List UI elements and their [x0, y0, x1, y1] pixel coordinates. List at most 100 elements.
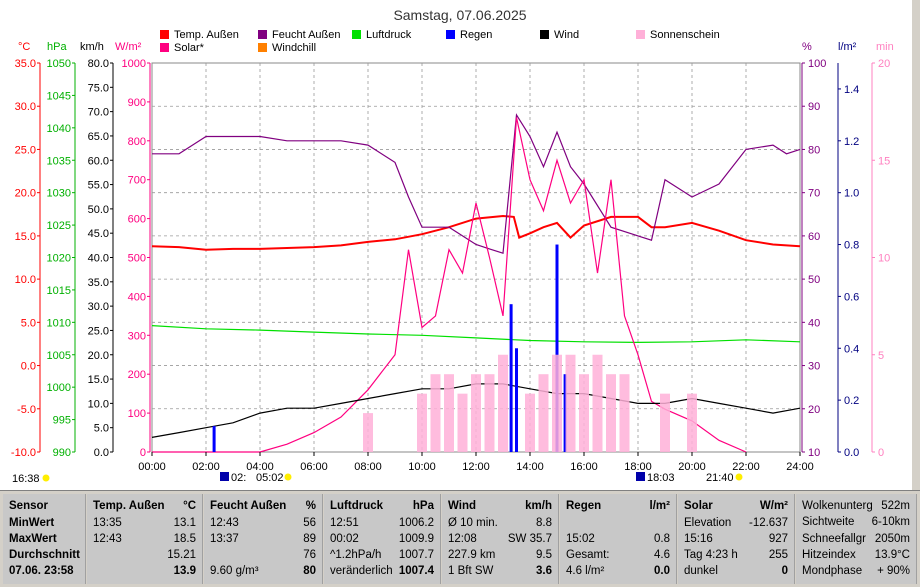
bar-sonnenschein [687, 393, 697, 452]
axis-sun-tick-label: 15 [878, 155, 890, 167]
axis-wind-tick-label: 55.0 [88, 180, 109, 192]
pressure-title: Luftdruck [330, 500, 384, 512]
right-axes: 1009080706050403020101.41.21.00.80.60.40… [801, 58, 890, 459]
axis-head-pressure: hPa [47, 41, 67, 53]
x-tick-label: 08:00 [354, 461, 382, 473]
cloudbase-label: Wolkenunterg [802, 500, 873, 512]
axis-temp-tick-label: 5.0 [21, 317, 36, 329]
legend-label: Sonnenschein [650, 29, 720, 41]
pressure-max-value: 1009.9 [398, 533, 434, 545]
axis-rain-tick-label: 0.2 [844, 395, 859, 407]
bar-sonnenschein [619, 374, 630, 452]
solar-max-value: 927 [768, 533, 788, 545]
rain-max-time: 15:02 [566, 533, 595, 545]
axis-headers: °C hPa km/h W/m²% l/m² min [18, 41, 894, 53]
axis-temp-tick-label: -5.0 [17, 404, 36, 416]
bar-sonnenschein [606, 374, 616, 452]
axis-temp-tick-label: 30.0 [15, 101, 36, 113]
pressure-trend: ^1.2hPa/h [330, 549, 382, 561]
axis-humidity-tick-label: 40 [808, 317, 820, 329]
x-tick-label: 22:00 [732, 461, 760, 473]
axis-rain-tick-label: 1.0 [844, 188, 859, 200]
series-line-solar [152, 117, 747, 453]
moonphase-label: Mondphase [802, 565, 863, 577]
legend-label: Temp. Außen [174, 29, 239, 41]
wind-avg-label: Ø 10 min. [448, 517, 498, 529]
legend-swatch [540, 30, 549, 39]
axis-temp-tick-label: 0.0 [21, 361, 36, 373]
axis-pressure-tick-label: 1025 [47, 220, 71, 232]
rain-max-value: 0.8 [654, 533, 670, 545]
legend-label: Luftdruck [366, 29, 412, 41]
temp-avg-value: 15.21 [167, 549, 196, 561]
x-tick-label: 16:00 [570, 461, 598, 473]
solar-avg-value: 255 [768, 549, 788, 561]
solar-title: Solar [684, 500, 713, 512]
marker-left-sun [42, 474, 50, 482]
pressure-min-value: 1006.2 [398, 517, 434, 529]
temp-max-value: 18.5 [173, 533, 196, 545]
axis-pressure-tick-label: 1040 [47, 123, 71, 135]
temp-max-time: 12:43 [93, 533, 122, 545]
rain-unit: l/m² [649, 500, 670, 512]
wind-max-value: SW 35.7 [507, 533, 552, 545]
window-edge [912, 0, 920, 490]
axis-solar-tick-label: 600 [128, 214, 146, 226]
axis-solar-tick-label: 0 [140, 447, 146, 459]
rain-total-value: 4.6 [654, 549, 670, 561]
marker-left-time: 16:38 [12, 473, 40, 485]
axis-wind-tick-label: 50.0 [88, 204, 109, 216]
humidity-title: Feucht Außen [210, 500, 287, 512]
bar-regen [509, 304, 513, 452]
marker-start-icon [220, 472, 229, 481]
bar-sonnenschein [498, 354, 508, 452]
pressure-avg-value: 1007.7 [398, 549, 434, 561]
axis-pressure-tick-label: 1050 [47, 58, 71, 70]
stats-pressure: Luftdruck hPa 12:51 1006.2 00:02 1009.9 ^1.… [324, 494, 441, 584]
axis-head-temp: °C [18, 41, 30, 53]
stats-extra: Wolkenunterg 522m Sichtweite 6-10km Schnee… [796, 494, 917, 584]
marker-sunset-time: 21:40 [706, 472, 734, 484]
axis-pressure-tick-label: 1010 [47, 317, 71, 329]
bar-sonnenschein [660, 393, 670, 452]
temp-title: Temp. Außen [93, 500, 165, 512]
legend-label: Feucht Außen [272, 29, 341, 41]
legend-swatch [160, 43, 169, 52]
heatindex-value: 13.9°C [874, 549, 910, 561]
wind-bft: 1 Bft SW [448, 565, 494, 577]
wind-current-value: 3.6 [536, 565, 552, 577]
axis-wind-tick-label: 0.0 [94, 447, 109, 459]
stats-wind: Wind km/h Ø 10 min. 8.8 12:08 SW 35.7 227.9… [442, 494, 559, 584]
legend-swatch [160, 30, 169, 39]
solar-state: dunkel [684, 565, 718, 577]
x-tick-label: 12:00 [462, 461, 490, 473]
axis-temp-tick-label: 35.0 [15, 58, 36, 70]
axis-wind-tick-label: 35.0 [88, 277, 109, 289]
axis-rain-tick-label: 0.0 [844, 447, 859, 459]
stats-sensor: Sensor MinWert MaxWert Durchschnitt 07.0… [3, 494, 86, 584]
axis-solar-tick-label: 700 [128, 175, 146, 187]
bar-sonnenschein [444, 374, 454, 452]
axis-sun-tick-label: 5 [878, 350, 884, 362]
x-tick-label: 04:00 [246, 461, 274, 473]
axis-head-wind: km/h [80, 41, 104, 53]
heatindex-label: Hitzeindex [802, 549, 856, 561]
x-tick-label: 00:00 [138, 461, 166, 473]
solar-elevation-label: Elevation [684, 517, 732, 529]
marker-moon-time: 18:03 [647, 472, 675, 484]
humidity-max-value: 89 [303, 533, 316, 545]
snowline-label: Schneefallgr [802, 533, 866, 545]
bar-sonnenschein [538, 374, 549, 452]
bar-sonnenschein [592, 354, 603, 452]
axis-rain-tick-label: 1.2 [844, 136, 859, 148]
legend-label: Solar* [174, 42, 205, 54]
stats-rain: Regen l/m² 15:02 0.8 Gesamt: 4.6 4.6 l/m² 0.… [560, 494, 677, 584]
axis-temp-tick-label: 20.0 [15, 188, 36, 200]
axis-pressure-tick-label: 1045 [47, 90, 71, 102]
axis-wind-tick-label: 70.0 [88, 107, 109, 119]
humidity-min-value: 56 [303, 517, 316, 529]
bar-sonnenschein [484, 374, 495, 452]
axis-solar-tick-label: 800 [128, 136, 146, 148]
axis-pressure-tick-label: 1030 [47, 188, 71, 200]
temp-unit: °C [183, 500, 196, 512]
